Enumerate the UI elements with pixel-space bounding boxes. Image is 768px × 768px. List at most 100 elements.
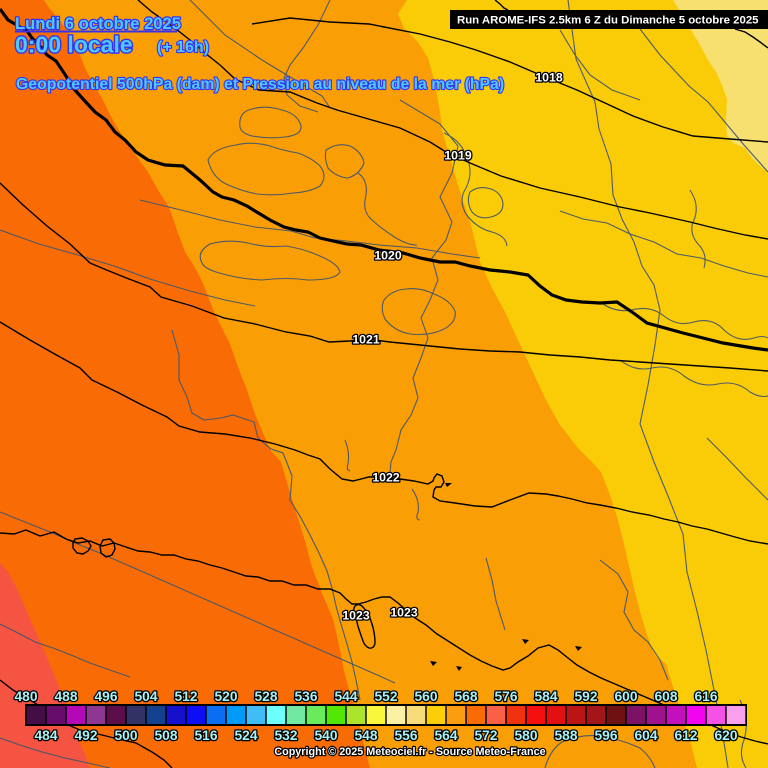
legend-label-568: 568 (454, 689, 477, 704)
isobar-label-1022: 1022 (372, 471, 400, 485)
legend-label-520: 520 (214, 689, 237, 704)
copyright-line: Copyright © 2025 Meteociel.fr - Source M… (274, 746, 545, 758)
legend-swatch-588 (566, 706, 586, 724)
legend-swatch-492 (86, 706, 106, 724)
legend-label-488: 488 (54, 689, 77, 704)
isobar-1021 (0, 182, 768, 372)
legend-label-496: 496 (94, 689, 117, 704)
legend-label-528: 528 (254, 689, 277, 704)
legend-label-576: 576 (494, 689, 517, 704)
legend-label-524: 524 (234, 728, 257, 743)
legend-label-492: 492 (74, 728, 97, 743)
legend-swatch-512 (186, 706, 206, 724)
legend-label-564: 564 (434, 728, 457, 743)
legend-swatch-580 (526, 706, 546, 724)
legend-label-608: 608 (654, 689, 677, 704)
isobar-1018 (251, 17, 768, 143)
legend-label-516: 516 (194, 728, 217, 743)
isobar-1020-thick (0, 8, 768, 352)
time-offset: (+ 16h) (157, 39, 209, 56)
isobar-label-1018: 1018 (535, 71, 563, 85)
legend-labels: 480 488 496 504 512 520 528 536 544 552 560 568 576 5… (13, 688, 739, 745)
legend-label-556: 556 (394, 728, 417, 743)
legend-label-588: 588 (554, 728, 577, 743)
isobar-1018-stub (494, 0, 509, 11)
run-info-text: Run AROME-IFS 2.5km 6 Z du Dimanche 5 oc… (457, 15, 759, 27)
isobar-1017-corner (734, 28, 768, 49)
legend-label-548: 548 (354, 728, 377, 743)
isobar-1024 (0, 679, 173, 768)
isobar-label-1023: 1023 (390, 606, 418, 620)
legend-label-540: 540 (314, 728, 337, 743)
legend-swatch-584 (546, 706, 566, 724)
legend-swatch-564 (446, 706, 466, 724)
legend-swatch-608 (666, 706, 686, 724)
legend-label-560: 560 (414, 689, 437, 704)
legend-swatch-524 (246, 706, 266, 724)
legend-label-580: 580 (514, 728, 537, 743)
legend-swatch-528 (266, 706, 286, 724)
legend-swatch-504 (146, 706, 166, 724)
legend-swatch-508 (166, 706, 186, 724)
legend-swatch-572 (486, 706, 506, 724)
legend-swatch-500 (126, 706, 146, 724)
isobar-label-1020: 1020 (374, 249, 402, 263)
run-info-background (450, 10, 768, 29)
legend-label-544: 544 (334, 689, 357, 704)
legend-label-584: 584 (534, 689, 557, 704)
legend-label-536: 536 (294, 689, 317, 704)
legend-swatch-560 (426, 706, 446, 724)
legend-swatches (26, 706, 746, 724)
legend-label-480: 480 (14, 689, 37, 704)
legend-swatch-592 (586, 706, 606, 724)
legend-swatch-568 (466, 706, 486, 724)
legend-swatch-496 (106, 706, 126, 724)
map-specks (430, 483, 582, 671)
legend-swatch-532 (286, 706, 306, 724)
legend-swatch-616 (706, 706, 726, 724)
legend-label-508: 508 (154, 728, 177, 743)
isobar-1023 (0, 529, 768, 745)
isobar-1023-loop (353, 603, 376, 649)
isobar-label-1021: 1021 (352, 333, 380, 347)
legend: 480 488 496 504 512 520 528 536 544 552 560 568 576 5… (13, 688, 747, 745)
legend-label-604: 604 (634, 728, 657, 743)
legend-label-504: 504 (134, 689, 157, 704)
isobar-label-1019: 1019 (444, 149, 472, 163)
band-gold-560-564 (398, 0, 768, 768)
band-pale-yellow-556-560 (673, 0, 768, 172)
legend-label-532: 532 (274, 728, 297, 743)
legend-label-616: 616 (694, 689, 717, 704)
legend-label-500: 500 (114, 728, 137, 743)
legend-swatch-520 (226, 706, 246, 724)
header: Lundi 6 octobre 2025 0:00 locale (+ 16h)… (14, 13, 506, 94)
isobar-1023-island-a (72, 537, 92, 555)
legend-label-484: 484 (34, 728, 57, 743)
legend-swatch-604 (646, 706, 666, 724)
legend-swatch-536 (306, 706, 326, 724)
isobar-1022 (0, 321, 768, 545)
legend-label-512: 512 (174, 689, 197, 704)
legend-label-572: 572 (474, 728, 497, 743)
legend-swatch-556 (406, 706, 426, 724)
legend-swatch-516 (206, 706, 226, 724)
time-line: 0:00 locale (15, 32, 133, 58)
legend-label-552: 552 (374, 689, 397, 704)
legend-label-600: 600 (614, 689, 637, 704)
legend-label-592: 592 (574, 689, 597, 704)
legend-swatch-552 (386, 706, 406, 724)
legend-label-620: 620 (714, 728, 737, 743)
isobar-1023-island-b (99, 538, 116, 558)
legend-swatch-484 (46, 706, 66, 724)
legend-swatch-612 (686, 706, 706, 724)
isobar-label-1023: 1023 (342, 609, 370, 623)
legend-swatch-540 (326, 706, 346, 724)
legend-swatch-620 (726, 706, 746, 724)
map-subtitle: Geopotentiel 500hPa (dam) et Pression au… (16, 76, 504, 93)
legend-swatch-544 (346, 706, 366, 724)
